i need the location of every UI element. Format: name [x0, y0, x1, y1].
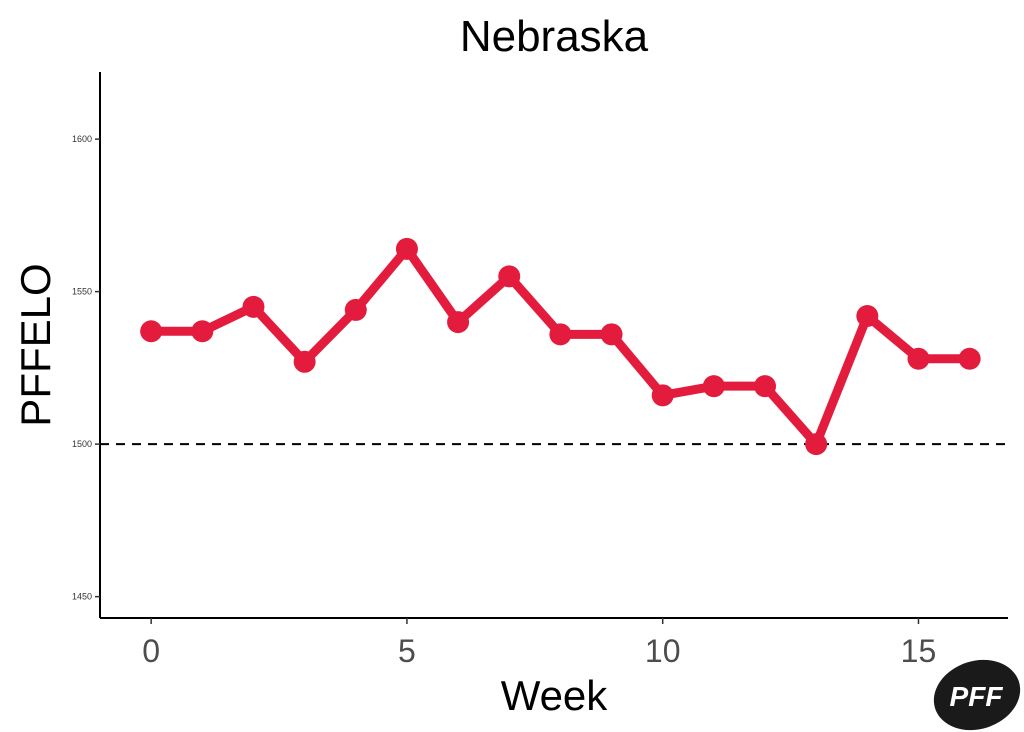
data-point	[242, 295, 265, 318]
data-point	[549, 323, 572, 346]
x-tick-label: 0	[142, 633, 160, 669]
data-point	[907, 347, 930, 370]
data-point	[958, 347, 981, 370]
y-tick-label: 1550	[72, 287, 92, 297]
logo-text: PFF	[950, 681, 1004, 712]
data-point	[651, 384, 674, 407]
data-point	[293, 350, 316, 373]
x-ticks: 0 5 10 15	[142, 618, 936, 669]
data-point	[447, 311, 470, 334]
series-group	[140, 237, 981, 456]
data-point	[498, 265, 521, 288]
logo-badge	[933, 659, 1021, 731]
data-point	[344, 298, 367, 321]
x-tick-label: 5	[398, 633, 416, 669]
y-ticks: 1450 1500 1550 1600	[72, 134, 100, 602]
y-tick-label: 1450	[72, 592, 92, 602]
data-point	[805, 433, 828, 456]
chart-title: Nebraska	[460, 12, 649, 61]
data-point	[395, 237, 418, 260]
pff-logo: PFF	[933, 659, 1021, 731]
data-point	[754, 375, 777, 398]
data-point	[702, 375, 725, 398]
y-tick-label: 1500	[72, 439, 92, 449]
data-point	[856, 305, 879, 328]
series-line	[146, 244, 975, 449]
y-axis-label: PFFELO	[12, 263, 59, 426]
x-tick-label: 15	[901, 633, 937, 669]
data-point	[191, 320, 214, 343]
x-tick-label: 10	[645, 633, 681, 669]
y-tick-label: 1600	[72, 134, 92, 144]
data-point	[140, 320, 163, 343]
x-axis-label: Week	[501, 672, 609, 719]
data-point	[600, 323, 623, 346]
